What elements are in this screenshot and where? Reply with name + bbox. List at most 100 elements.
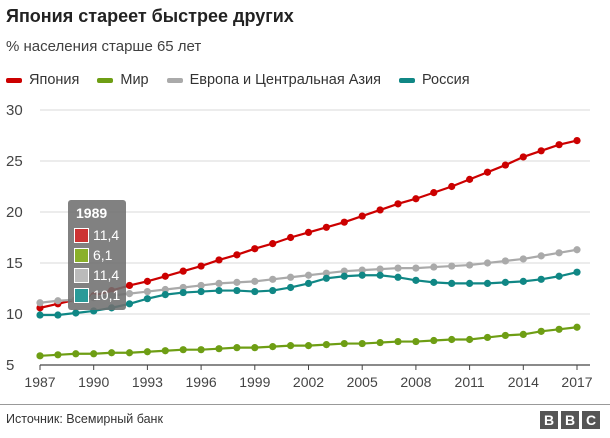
data-point [179,283,187,292]
y-tick-label: 30 [6,102,23,119]
data-point [501,278,509,286]
tooltip-value-russia: 10,1 [93,287,121,303]
x-tick-label: 2011 [455,374,485,390]
tooltip-value-japan: 11,4 [93,227,120,243]
data-point [108,349,116,357]
legend-item-japan: Япония [6,72,79,88]
data-point [466,335,474,344]
bbc-logo-letter: B [540,411,558,429]
tooltip-value-europe: 11,4 [93,267,120,283]
data-point [269,343,277,351]
legend-item-russia: Россия [399,72,470,88]
data-point [322,341,330,349]
data-point [269,240,277,248]
data-point [555,272,563,280]
data-point [376,338,384,347]
data-point [448,182,456,191]
legend-item-world: Мир [97,72,149,88]
data-point [412,276,420,284]
data-point [537,275,545,283]
data-point [54,311,62,319]
data-point [555,141,563,149]
data-point [233,251,241,259]
data-point [161,272,169,280]
data-point [340,267,348,275]
data-point [304,342,313,350]
data-point [287,342,295,350]
data-point [448,279,456,287]
data-point [54,351,62,359]
data-point [394,264,402,272]
tooltip-swatch-japan [74,227,89,243]
data-point [519,255,527,263]
data-point [322,274,330,282]
data-point [519,277,527,285]
data-point [125,300,134,308]
data-point [287,233,295,242]
data-point [358,212,366,220]
data-point [233,344,241,352]
y-tick-label: 25 [6,153,23,170]
tooltip-row-russia: 10,1 [74,287,120,303]
data-point [483,259,492,267]
data-point [179,346,187,354]
data-point [412,195,420,203]
data-point [573,137,581,145]
data-point [269,275,277,283]
data-point [72,350,80,358]
tooltip-swatch-europe [74,267,89,283]
data-point [36,311,44,319]
data-point [179,267,187,275]
data-point [143,287,151,296]
footer-divider [0,404,610,405]
bbc-logo-letter: B [561,411,579,429]
data-point [143,277,151,285]
data-point [430,278,438,286]
y-tick-label: 5 [6,357,14,374]
legend: Япония Мир Европа и Центральная Азия Рос… [6,72,488,88]
chart-subtitle: % населения старше 65 лет [6,38,202,55]
data-point [36,299,44,307]
data-point [269,286,277,295]
data-point [72,309,80,317]
x-tick-label: 1987 [24,374,55,390]
data-point [394,200,402,208]
y-tick-label: 20 [6,204,23,221]
data-point [215,345,223,353]
data-point [197,281,205,290]
legend-swatch-europe [166,77,183,83]
hover-tooltip: 1989 11,4 6,1 11,4 10,1 [68,200,126,310]
legend-label-world: Мир [120,72,149,88]
data-point [161,285,169,294]
bbc-logo-letter: C [582,411,600,429]
bbc-logo: B B C [540,411,600,429]
data-point [537,147,545,155]
data-point [501,161,509,169]
data-point [448,262,456,270]
data-point [573,268,581,276]
x-tick-label: 2017 [561,374,592,390]
data-point [322,269,330,277]
data-point [430,189,438,197]
data-point [54,297,62,305]
data-point [537,252,545,260]
data-point [555,325,563,333]
x-tick-label: 1990 [78,374,109,390]
data-point [483,279,492,287]
data-point [251,277,259,285]
data-point [251,287,259,296]
x-tick-label: 1993 [132,374,163,390]
data-point [466,175,474,183]
data-point [501,257,509,265]
data-point [394,273,402,281]
data-point [197,346,205,354]
y-tick-label: 10 [6,306,23,323]
data-point [430,263,438,271]
data-point [573,323,581,331]
legend-label-russia: Россия [422,72,470,88]
data-point [161,291,169,299]
legend-item-europe: Европа и Центральная Азия [166,72,381,88]
data-point [537,327,545,335]
tooltip-swatch-russia [74,287,89,303]
